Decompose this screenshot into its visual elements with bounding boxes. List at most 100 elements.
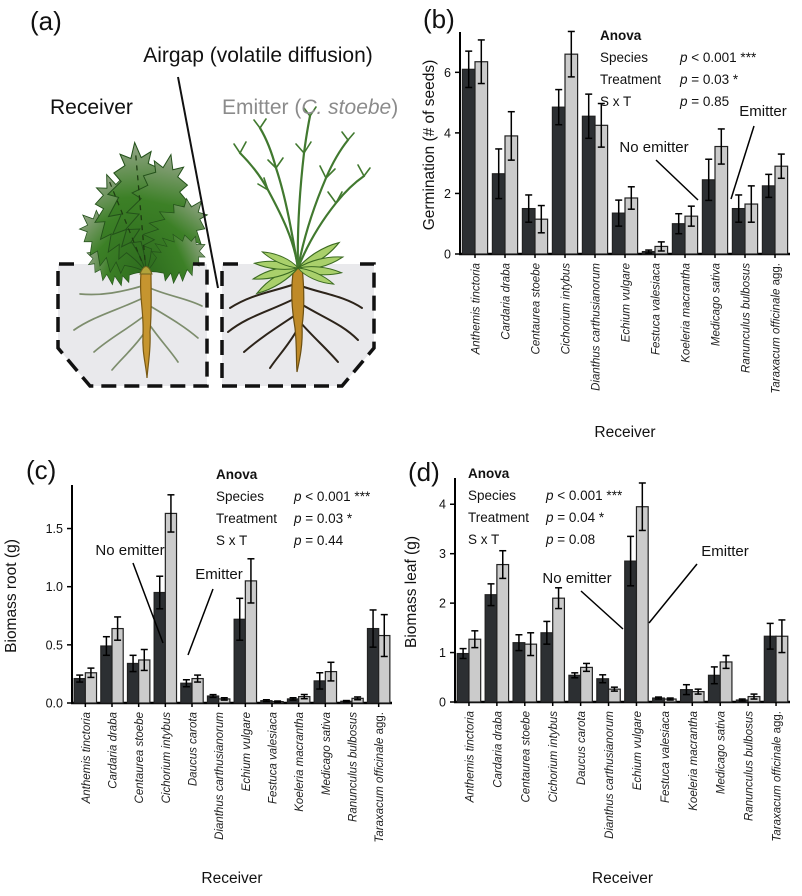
y-tick-label: 0.0 <box>46 697 63 711</box>
panel-a-letter: (a) <box>30 6 62 36</box>
x-category-label: Koeleria macrantha <box>681 263 693 363</box>
bar-no-emitter <box>512 642 526 703</box>
emitter-roots <box>227 283 363 369</box>
x-category-label: Ranunculus bulbosus <box>741 263 753 373</box>
x-category-label: Festuca valesiaca <box>660 711 672 803</box>
bar-emitter <box>496 563 510 703</box>
annotation-label: No emitter <box>542 570 611 587</box>
emitter-taproot <box>291 265 305 373</box>
x-category-label: Daucus carota <box>576 711 588 785</box>
emitter-label-suffix: ) <box>391 96 399 119</box>
biomass-leaf-chart: 0 1 2 3 4 Anthemis tinctoria Cardaria draba Cen… <box>400 445 802 896</box>
x-category-label: Centaurea stoebe <box>134 712 146 803</box>
x-category-label: Medicago sativa <box>321 712 333 795</box>
x-axis-title: Receiver <box>201 870 262 887</box>
x-category-label: Cichorium intybus <box>161 712 173 804</box>
y-tick-label: 1.0 <box>46 580 63 594</box>
x-category-label: Cichorium intybus <box>561 263 573 355</box>
anova-title: Anova <box>600 28 642 43</box>
emitter-label-prefix: Emitter ( <box>222 96 302 119</box>
annotation-line <box>132 562 164 644</box>
receiver-plant <box>64 139 224 294</box>
anova-p-value: p < 0.001 *** <box>679 50 757 65</box>
annotation-label: Emitter <box>701 543 749 560</box>
annotation-label: No emitter <box>95 542 164 559</box>
x-category-label: Centaurea stoebe <box>531 263 543 354</box>
y-tick-label: 2 <box>439 597 446 611</box>
x-category-label: Echium vulgare <box>621 263 633 342</box>
receiver-pot-border <box>56 262 209 388</box>
annotation-line <box>648 563 698 624</box>
anova-factor: S x T <box>468 532 499 547</box>
x-category-label: Anthemis tinctoria <box>464 711 476 803</box>
x-category-label: Medicago sativa <box>716 711 728 794</box>
anova-p-value: p < 0.001 *** <box>293 489 371 504</box>
x-category-label: Centaurea stoebe <box>520 711 532 802</box>
bar-emitter <box>474 61 489 255</box>
y-tick-label: 6 <box>444 66 451 80</box>
y-axis-title: Germination (# of seeds) <box>421 60 438 231</box>
biomass-root-chart: 0.0 0.5 1.0 1.5 Anthemis tinctoria Cardaria d… <box>0 445 400 896</box>
receiver-roots <box>73 285 203 371</box>
experiment-diagram <box>56 76 376 388</box>
emitter-pot-border <box>220 262 376 388</box>
x-category-label: Dianthus carthusianorum <box>604 711 616 839</box>
anova-p-value: p = 0.44 <box>293 533 344 548</box>
annotation-line <box>580 590 624 630</box>
panel-c-letter: (c) <box>26 455 57 485</box>
anova-title: Anova <box>216 467 258 482</box>
bar-emitter <box>164 512 178 704</box>
bar-no-emitter <box>461 68 476 255</box>
y-tick-label: 1.5 <box>46 522 63 536</box>
anova-p-value: p = 0.04 * <box>545 510 605 525</box>
x-category-label: Dianthus carthusianorum <box>591 263 603 391</box>
annotation-label: Emitter <box>195 566 243 583</box>
bar-emitter <box>564 53 579 255</box>
anova-factor: S x T <box>600 94 631 109</box>
anova-factor: Treatment <box>600 72 661 87</box>
anova-p-value: p = 0.03 * <box>293 511 353 526</box>
bar-no-emitter <box>484 594 498 703</box>
anova-factor: Species <box>468 488 516 503</box>
x-category-label: Echium vulgare <box>241 712 253 791</box>
x-axis-title: Receiver <box>592 870 653 887</box>
panel-d-letter: (d) <box>408 457 440 487</box>
bar-no-emitter <box>568 674 582 703</box>
annotation-line <box>730 125 755 200</box>
annotation-line <box>187 588 214 656</box>
annotation-line <box>655 159 699 201</box>
annotation-label: No emitter <box>619 139 688 156</box>
x-category-label: Koeleria macrantha <box>688 711 700 811</box>
emitter-species-name: C. stoebe <box>301 96 392 119</box>
x-category-label: Ranunculus bulbosus <box>744 711 756 821</box>
bar-emitter <box>580 666 593 703</box>
emitter-plant <box>233 106 371 270</box>
y-tick-label: 3 <box>439 547 446 561</box>
bar-no-emitter <box>551 106 566 255</box>
x-category-label: Festuca valesiaca <box>651 263 663 355</box>
germination-chart: 0 2 4 6 Anthemis tinctoria Cardaria draba Cent… <box>420 0 802 450</box>
anova-factor: Treatment <box>216 511 277 526</box>
anova-factor: Treatment <box>468 510 529 525</box>
y-tick-label: 0 <box>444 248 451 262</box>
x-category-label: Cardaria draba <box>108 712 120 789</box>
anova-factor: Species <box>600 50 648 65</box>
y-tick-label: 4 <box>439 498 446 512</box>
x-category-label: Anthemis tinctoria <box>81 712 93 804</box>
anova-p-value: p = 0.85 <box>679 94 729 109</box>
panel-d: 0 1 2 3 4 Anthemis tinctoria Cardaria draba Cen… <box>400 445 802 891</box>
anova-p-value: p = 0.03 * <box>679 72 739 87</box>
x-category-label: Cardaria draba <box>492 711 504 788</box>
x-category-label: Daucus carota <box>188 712 200 786</box>
panel-c: 0.0 0.5 1.0 1.5 Anthemis tinctoria Cardaria d… <box>0 445 400 891</box>
biomass-leaf-chart-svg: 0 1 2 3 4 Anthemis tinctoria Cardaria draba Cen… <box>403 466 790 887</box>
y-tick-label: 4 <box>444 126 451 140</box>
x-category-label: Taraxacum officinale agg. <box>771 263 783 394</box>
airgap-label: Airgap (volatile diffusion) <box>143 44 373 67</box>
x-category-label: Taraxacum officinale agg. <box>772 711 784 842</box>
annotation-label: Emitter <box>739 103 787 120</box>
panel-b: 0 2 4 6 Anthemis tinctoria Cardaria draba Cent… <box>420 0 802 445</box>
bar-emitter <box>774 165 789 255</box>
y-tick-label: 0.5 <box>46 638 63 652</box>
panel-a: (a) Airgap (volatile diffusion) Receiver… <box>0 0 420 445</box>
